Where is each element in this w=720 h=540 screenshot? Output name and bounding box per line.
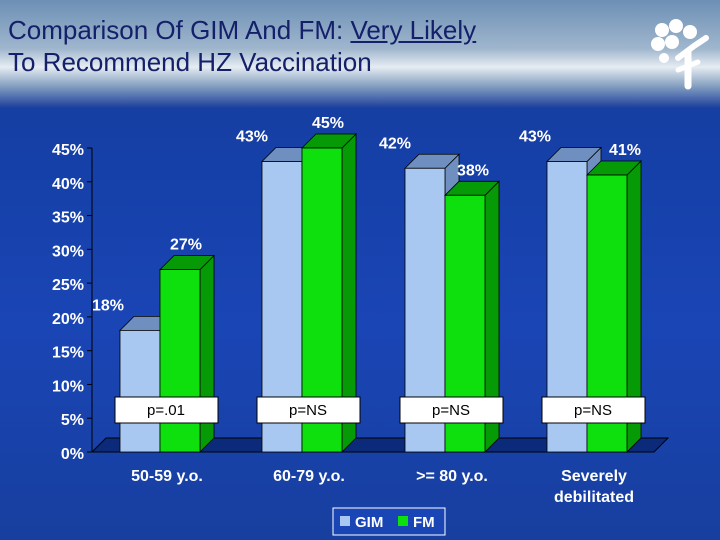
y-tick-label: 15% (52, 345, 84, 362)
title-line2: To Recommend HZ Vaccination (8, 47, 372, 77)
bar-gim (119, 329, 161, 453)
data-label-gim: 43% (236, 129, 268, 146)
legend-label-fm: FM (413, 514, 435, 531)
legend-box (332, 507, 446, 536)
data-label-gim: 18% (92, 297, 124, 314)
title-line1-prefix: Comparison Of GIM And FM: (8, 15, 351, 45)
y-tick-label: 35% (52, 210, 84, 227)
y-tick-label: 40% (52, 176, 84, 193)
data-label-fm: 41% (609, 142, 641, 159)
p-value-box (114, 396, 219, 424)
title-line1-underlined: Very Likely (350, 15, 477, 45)
p-value-label: p=NS (574, 402, 612, 419)
header-banner (0, 0, 720, 108)
y-tick-label: 30% (52, 243, 84, 260)
data-label-fm: 27% (170, 237, 202, 254)
data-label-fm: 38% (457, 162, 489, 179)
p-value-box (256, 396, 361, 424)
category-label: Severely (561, 468, 627, 485)
y-tick-label: 25% (52, 277, 84, 294)
category-label: 60-79 y.o. (273, 468, 345, 485)
y-tick-label: 10% (52, 378, 84, 395)
legend-swatch-gim (340, 516, 350, 526)
data-label-fm: 45% (312, 115, 344, 132)
bar-fm (159, 269, 201, 453)
p-value-label: p=NS (432, 402, 470, 419)
logo-icon (651, 19, 709, 90)
p-value-box (541, 396, 646, 424)
category-label: 50-59 y.o. (131, 468, 203, 485)
p-value-label: p=.01 (147, 402, 185, 419)
data-label-gim: 43% (519, 129, 551, 146)
y-tick-label: 45% (52, 142, 84, 159)
y-tick-label: 5% (61, 412, 84, 429)
category-label: debilitated (554, 489, 634, 506)
legend-swatch-fm (398, 516, 408, 526)
data-label-gim: 42% (379, 135, 411, 152)
p-value-box (399, 396, 504, 424)
y-tick-label: 20% (52, 311, 84, 328)
page-title: Comparison Of GIM And FM: Very Likely To… (8, 14, 476, 78)
y-tick-label: 0% (61, 446, 84, 463)
legend-label-gim: GIM (355, 514, 383, 531)
category-label: >= 80 y.o. (416, 468, 488, 485)
p-value-label: p=NS (289, 402, 327, 419)
